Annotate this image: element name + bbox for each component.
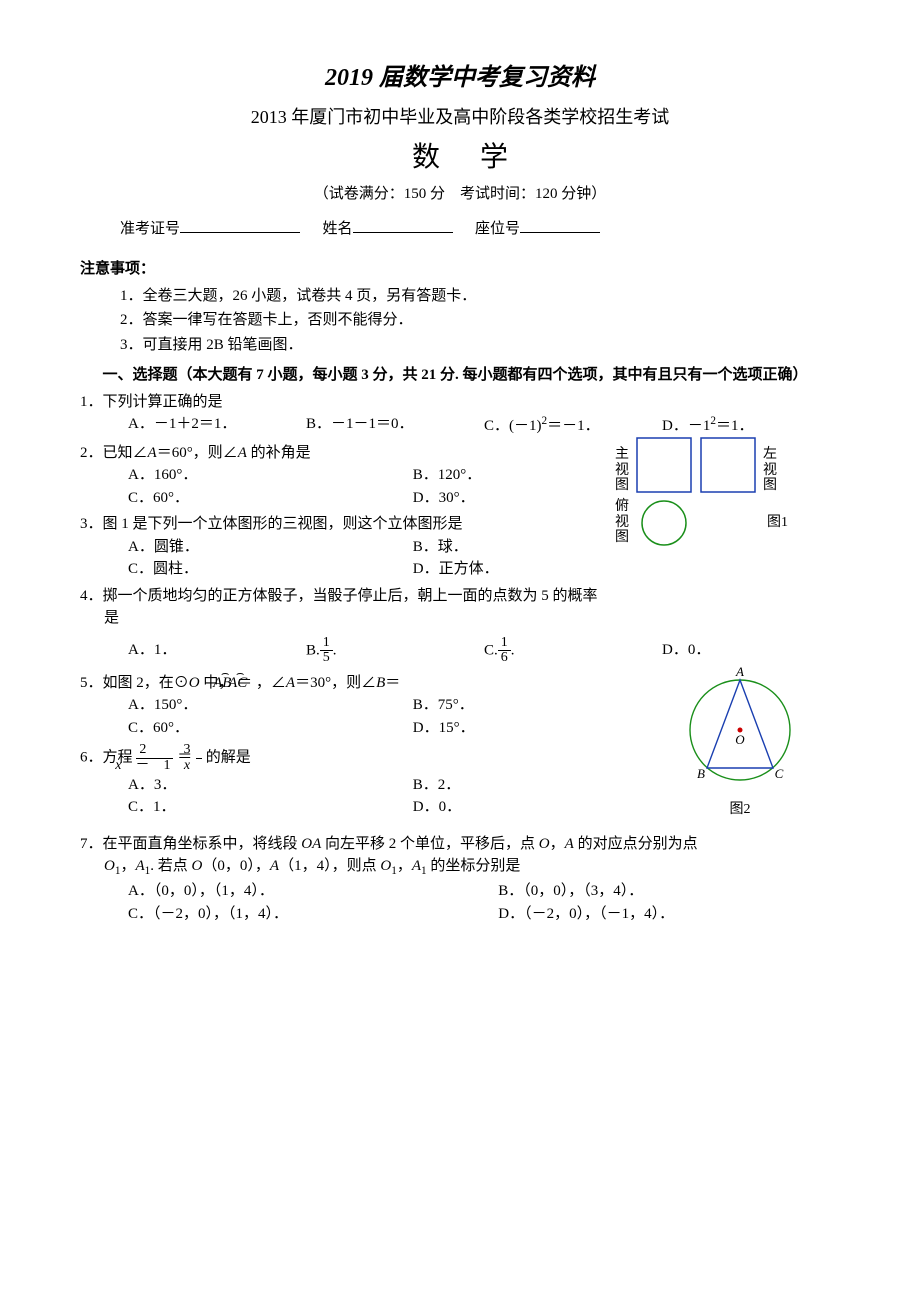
exam-no-label: 准考证号 — [120, 221, 180, 237]
q7-opt-d: D．（－2，0），（－1，4）． — [498, 903, 674, 926]
q1-opt-b: B．－1－1＝0． — [306, 413, 484, 438]
q3-opt-a: A．圆锥． — [128, 536, 413, 559]
q3-opt-d: D．正方体． — [413, 558, 698, 581]
q6-options: A．3．B．2． C．1．D．0． — [80, 774, 840, 819]
q1-opt-c: C．(－1)2＝－1． — [484, 413, 662, 438]
seat-label: 座位号 — [475, 221, 520, 237]
q6-opt-b: B．2． — [413, 774, 698, 797]
q1-opt-d: D．－12＝1． — [662, 413, 840, 438]
q5-options: A．150°．B．75°． C．60°．D．15°． — [80, 694, 840, 739]
q2-opt-a: A．160°． — [128, 464, 413, 487]
q4-opt-b: B.15. — [306, 636, 484, 666]
question-7: 7．在平面直角坐标系中，将线段 OA 向左平移 2 个单位，平移后，点 O，A … — [80, 833, 840, 925]
notice-list: 1．全卷三大题，26 小题，试卷共 4 页，另有答题卡． 2．答案一律写在答题卡… — [80, 285, 840, 357]
q7-opt-a: A．（0，0），（1，4）． — [128, 880, 498, 903]
q7-options: A．（0，0），（1，4）．B．（0，0），（3，4）． C．（－2，0），（1… — [80, 880, 840, 925]
q5-stem: 5．如图 2，在⊙O 中， AB＝AC ，∠A＝30°，则∠B＝ — [80, 670, 840, 695]
q1-stem: 1．下列计算正确的是 — [80, 391, 840, 414]
q3-opt-b: B．球． — [413, 536, 698, 559]
q6-stem: 6．方程 2x － 1 ＝ 3x 的解是 — [80, 743, 840, 773]
question-5: 5．如图 2，在⊙O 中， AB＝AC ，∠A＝30°，则∠B＝ A．150°．… — [80, 670, 840, 740]
q1-opt-a: A．－1＋2＝1． — [128, 413, 306, 438]
q2-stem: 2．已知∠A＝60°，则∠A 的补角是 — [80, 442, 840, 465]
notice-item: 1．全卷三大题，26 小题，试卷共 4 页，另有答题卡． — [120, 285, 840, 308]
q2-opt-c: C．60°． — [128, 487, 413, 510]
q3-stem: 3．图 1 是下列一个立体图形的三视图，则这个立体图形是 — [80, 513, 840, 536]
subject: 数学 — [80, 137, 840, 179]
question-3: 3．图 1 是下列一个立体图形的三视图，则这个立体图形是 A．圆锥．B．球． C… — [80, 513, 840, 581]
q5-opt-a: A．150°． — [128, 694, 413, 717]
q2-opt-b: B．120°． — [413, 464, 698, 487]
notice-item: 3．可直接用 2B 铅笔画图． — [120, 334, 840, 357]
q7-opt-b: B．（0，0），（3，4）． — [498, 880, 643, 903]
q6-opt-a: A．3． — [128, 774, 413, 797]
q4-opt-a: A．1． — [128, 639, 306, 662]
question-1: 1．下列计算正确的是 A．－1＋2＝1． B．－1－1＝0． C．(－1)2＝－… — [80, 391, 840, 438]
subtitle: 2013 年厦门市初中毕业及高中阶段各类学校招生考试 — [80, 104, 840, 131]
q7-stem: 7．在平面直角坐标系中，将线段 OA 向左平移 2 个单位，平移后，点 O，A … — [80, 833, 840, 880]
q6-opt-d: D．0． — [413, 796, 698, 819]
notice-title: 注意事项： — [80, 258, 840, 281]
name-label: 姓名 — [323, 221, 353, 237]
section-1-title: 一、选择题（本大题有 7 小题，每小题 3 分，共 21 分. 每小题都有四个选… — [80, 364, 840, 387]
id-line: 准考证号 姓名 座位号 — [80, 218, 840, 241]
q5-opt-c: C．60°． — [128, 717, 413, 740]
main-title: 2019 届数学中考复习资料 — [80, 60, 840, 96]
q4-stem: 4．掷一个质地均匀的正方体骰子，当骰子停止后，朝上一面的点数为 5 的概率是 — [80, 585, 840, 630]
q7-opt-c: C．（－2，0），（1，4）． — [128, 903, 498, 926]
exam-info: （试卷满分：150 分 考试时间：120 分钟） — [80, 183, 840, 206]
q5-opt-d: D．15°． — [413, 717, 698, 740]
q1-options: A．－1＋2＝1． B．－1－1＝0． C．(－1)2＝－1． D．－12＝1． — [80, 413, 840, 438]
q2-opt-d: D．30°． — [413, 487, 698, 510]
question-2: 2．已知∠A＝60°，则∠A 的补角是 A．160°．B．120°． C．60°… — [80, 442, 840, 510]
q4-opt-c: C.16. — [484, 636, 662, 666]
q4-opt-d: D．0． — [662, 639, 840, 662]
q6-opt-c: C．1． — [128, 796, 413, 819]
q3-opt-c: C．圆柱． — [128, 558, 413, 581]
q5-opt-b: B．75°． — [413, 694, 698, 717]
q2-options: A．160°．B．120°． C．60°．D．30°． — [80, 464, 840, 509]
q3-options: A．圆锥．B．球． C．圆柱．D．正方体． — [80, 536, 840, 581]
notice-item: 2．答案一律写在答题卡上，否则不能得分． — [120, 309, 840, 332]
question-4: 4．掷一个质地均匀的正方体骰子，当骰子停止后，朝上一面的点数为 5 的概率是 A… — [80, 585, 840, 666]
question-6: 6．方程 2x － 1 ＝ 3x 的解是 A．3．B．2． C．1．D．0． — [80, 743, 840, 818]
